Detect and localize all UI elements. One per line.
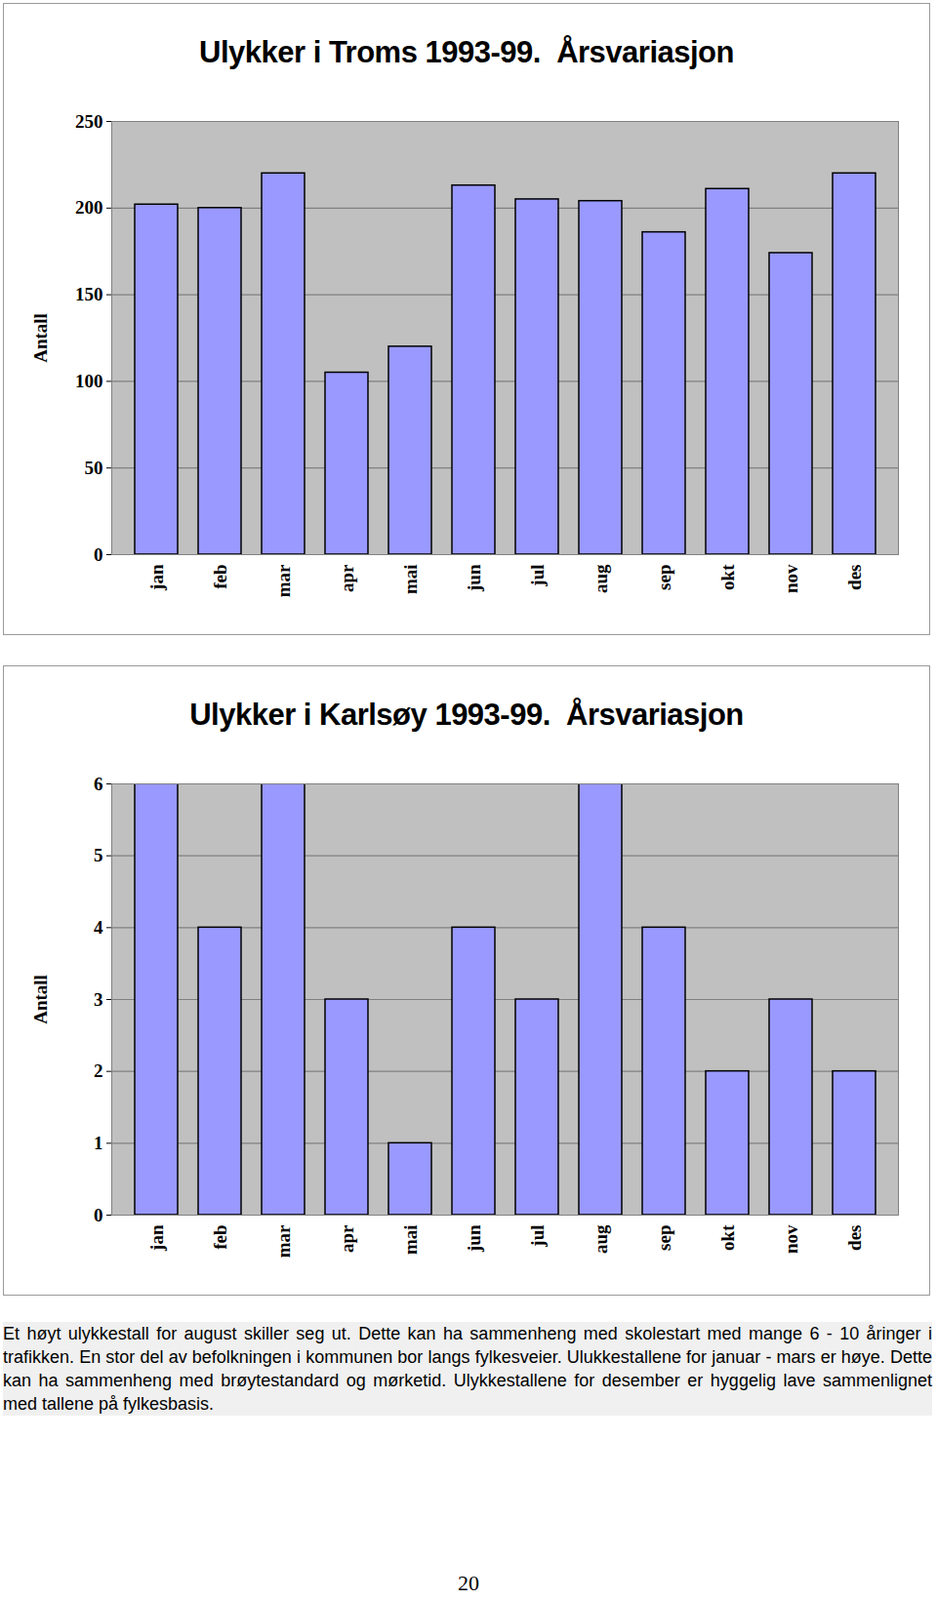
- svg-text:nov: nov: [780, 564, 802, 594]
- svg-text:2: 2: [93, 1060, 104, 1082]
- svg-text:4: 4: [93, 917, 104, 938]
- svg-text:apr: apr: [336, 1224, 358, 1254]
- svg-text:feb: feb: [209, 1225, 231, 1251]
- svg-text:jan: jan: [146, 1224, 167, 1253]
- html-text:Ulykker i Troms 1993-99. Årsva: Ulykker i Troms 1993-99. Årsvariasjon: [199, 35, 734, 70]
- svg-text:feb: feb: [209, 565, 231, 590]
- svg-text:okt: okt: [717, 564, 738, 591]
- svg-text:jan: jan: [146, 564, 167, 592]
- svg-text:50: 50: [84, 457, 104, 479]
- svg-text:nov: nov: [780, 1224, 802, 1255]
- svg-text:200: 200: [75, 197, 104, 218]
- svg-text:100: 100: [75, 370, 104, 392]
- svg-text:okt: okt: [717, 1224, 738, 1252]
- html-text:Ulykker i Karlsøy 1993-99. Års: Ulykker i Karlsøy 1993-99. Årsvariasjon: [189, 697, 744, 733]
- svg-text:jun: jun: [463, 564, 485, 593]
- svg-text:1: 1: [93, 1133, 104, 1154]
- svg-text:jul: jul: [527, 565, 548, 588]
- svg-text:mar: mar: [273, 1224, 294, 1259]
- svg-text:des: des: [844, 1225, 865, 1252]
- svg-text:sep: sep: [653, 565, 675, 591]
- svg-text:3: 3: [93, 989, 104, 1011]
- svg-text:mai: mai: [400, 565, 421, 596]
- svg-text:mar: mar: [273, 564, 294, 598]
- svg-text:des: des: [844, 565, 865, 591]
- svg-text:jun: jun: [463, 1224, 485, 1254]
- svg-text:Antall: Antall: [30, 313, 51, 364]
- svg-text:Antall: Antall: [30, 975, 51, 1025]
- svg-text:5: 5: [93, 845, 104, 866]
- svg-text:jul: jul: [527, 1225, 548, 1249]
- html-text:20: 20: [457, 1571, 480, 1596]
- svg-text:sep: sep: [653, 1225, 675, 1252]
- svg-text:aug: aug: [590, 1224, 612, 1255]
- svg-text:0: 0: [93, 1205, 104, 1226]
- svg-text:6: 6: [93, 774, 104, 795]
- svg-text:150: 150: [75, 284, 104, 305]
- html-text:Et høyt ulykkestall for august: Et høyt ulykkestall for august skiller s…: [2, 1324, 933, 1415]
- svg-text:apr: apr: [336, 564, 358, 593]
- svg-text:mai: mai: [400, 1225, 421, 1257]
- svg-text:250: 250: [75, 111, 104, 132]
- svg-text:aug: aug: [590, 564, 612, 594]
- svg-text:0: 0: [93, 544, 104, 566]
